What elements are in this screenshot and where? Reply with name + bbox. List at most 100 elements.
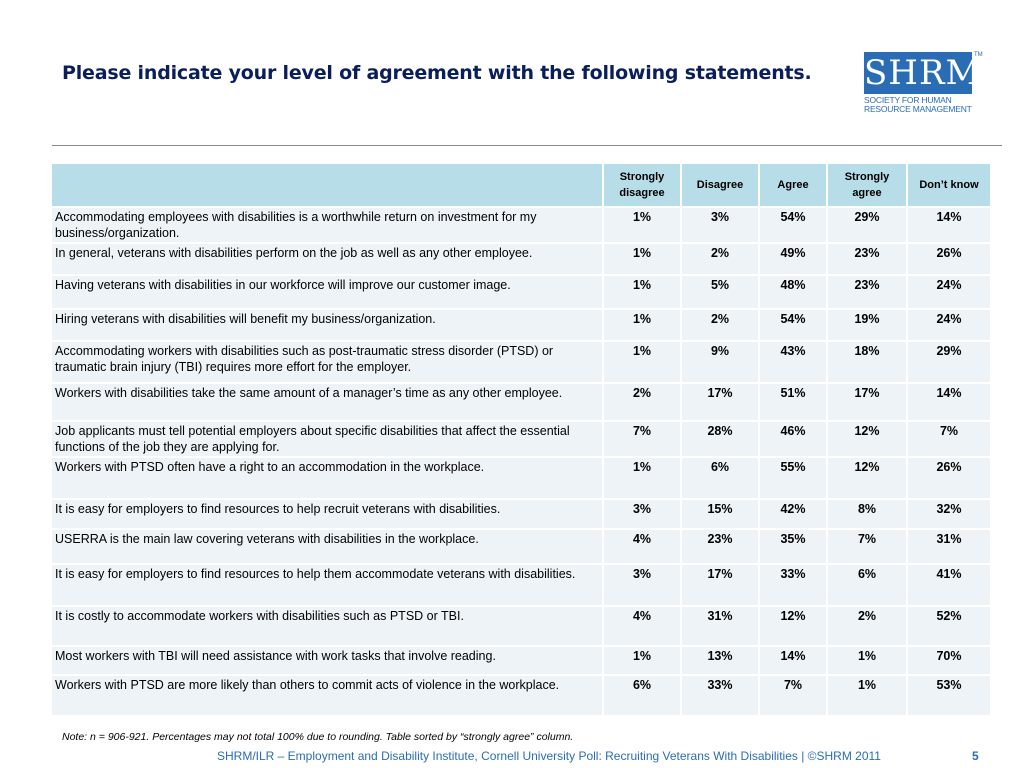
value-cell: 3% xyxy=(602,563,682,607)
table-row: It is costly to accommodate workers with… xyxy=(50,605,992,647)
value-cell: 41% xyxy=(906,563,992,607)
value-cell: 1% xyxy=(602,206,682,244)
value-cell: 24% xyxy=(906,274,992,310)
header-dont-know: Don’t know xyxy=(906,162,992,208)
title-divider xyxy=(52,145,1002,146)
value-cell: 23% xyxy=(826,274,908,310)
table-row: Most workers with TBI will need assistan… xyxy=(50,645,992,676)
value-cell: 1% xyxy=(602,645,682,676)
table-row: It is easy for employers to find resourc… xyxy=(50,498,992,530)
value-cell: 1% xyxy=(826,645,908,676)
value-cell: 55% xyxy=(758,456,828,500)
agreement-table: Strongly disagree Disagree Agree Strongl… xyxy=(50,162,992,717)
value-cell: 6% xyxy=(826,563,908,607)
value-cell: 33% xyxy=(758,563,828,607)
statement-cell: Workers with disabilities take the same … xyxy=(50,382,604,422)
header-disagree: Disagree xyxy=(680,162,760,208)
value-cell: 23% xyxy=(680,528,760,565)
table-row: Having veterans with disabilities in our… xyxy=(50,274,992,310)
value-cell: 14% xyxy=(758,645,828,676)
value-cell: 32% xyxy=(906,498,992,530)
value-cell: 2% xyxy=(680,242,760,276)
value-cell: 43% xyxy=(758,340,828,384)
table-row: In general, veterans with disabilities p… xyxy=(50,242,992,276)
value-cell: 9% xyxy=(680,340,760,384)
value-cell: 54% xyxy=(758,206,828,244)
value-cell: 2% xyxy=(826,605,908,647)
value-cell: 14% xyxy=(906,382,992,422)
value-cell: 13% xyxy=(680,645,760,676)
value-cell: 8% xyxy=(826,498,908,530)
value-cell: 1% xyxy=(602,340,682,384)
value-cell: 12% xyxy=(758,605,828,647)
statement-cell: Job applicants must tell potential emplo… xyxy=(50,420,604,458)
statement-cell: It is easy for employers to find resourc… xyxy=(50,498,604,530)
value-cell: 46% xyxy=(758,420,828,458)
statement-cell: In general, veterans with disabilities p… xyxy=(50,242,604,276)
value-cell: 1% xyxy=(602,456,682,500)
statement-cell: Accommodating workers with disabilities … xyxy=(50,340,604,384)
value-cell: 26% xyxy=(906,242,992,276)
value-cell: 3% xyxy=(680,206,760,244)
value-cell: 33% xyxy=(680,674,760,717)
value-cell: 53% xyxy=(906,674,992,717)
value-cell: 2% xyxy=(680,308,760,342)
table-row: Hiring veterans with disabilities will b… xyxy=(50,308,992,342)
statement-cell: Most workers with TBI will need assistan… xyxy=(50,645,604,676)
value-cell: 70% xyxy=(906,645,992,676)
table-row: Accommodating workers with disabilities … xyxy=(50,340,992,384)
value-cell: 12% xyxy=(826,420,908,458)
value-cell: 12% xyxy=(826,456,908,500)
statement-cell: Accommodating employees with disabilitie… xyxy=(50,206,604,244)
value-cell: 6% xyxy=(602,674,682,717)
value-cell: 18% xyxy=(826,340,908,384)
value-cell: 42% xyxy=(758,498,828,530)
value-cell: 7% xyxy=(758,674,828,717)
page-number: 5 xyxy=(972,749,979,763)
table-row: Workers with PTSD often have a right to … xyxy=(50,456,992,500)
header-statement xyxy=(50,162,604,208)
value-cell: 1% xyxy=(602,308,682,342)
statement-cell: Hiring veterans with disabilities will b… xyxy=(50,308,604,342)
table-body: Accommodating employees with disabilitie… xyxy=(50,206,992,717)
value-cell: 14% xyxy=(906,206,992,244)
value-cell: 4% xyxy=(602,605,682,647)
value-cell: 28% xyxy=(680,420,760,458)
value-cell: 31% xyxy=(680,605,760,647)
logo-sub-line-1: SOCIETY FOR HUMAN xyxy=(864,95,952,105)
value-cell: 3% xyxy=(602,498,682,530)
statement-cell: USERRA is the main law covering veterans… xyxy=(50,528,604,565)
value-cell: 7% xyxy=(602,420,682,458)
value-cell: 4% xyxy=(602,528,682,565)
value-cell: 17% xyxy=(680,563,760,607)
logo-trademark: TM xyxy=(974,52,983,58)
value-cell: 54% xyxy=(758,308,828,342)
statement-cell: It is easy for employers to find resourc… xyxy=(50,563,604,607)
footer-citation: SHRM/ILR – Employment and Disability Ins… xyxy=(217,749,881,763)
value-cell: 24% xyxy=(906,308,992,342)
value-cell: 7% xyxy=(906,420,992,458)
value-cell: 48% xyxy=(758,274,828,310)
value-cell: 29% xyxy=(826,206,908,244)
shrm-logo: SHRM TM SOCIETY FOR HUMAN RESOURCE MANAG… xyxy=(864,52,983,122)
value-cell: 15% xyxy=(680,498,760,530)
value-cell: 49% xyxy=(758,242,828,276)
value-cell: 26% xyxy=(906,456,992,500)
header-strongly-agree: Strongly agree xyxy=(826,162,908,208)
table-header-row: Strongly disagree Disagree Agree Strongl… xyxy=(50,162,992,208)
value-cell: 51% xyxy=(758,382,828,422)
value-cell: 1% xyxy=(602,242,682,276)
header-agree: Agree xyxy=(758,162,828,208)
statement-cell: It is costly to accommodate workers with… xyxy=(50,605,604,647)
value-cell: 1% xyxy=(602,274,682,310)
header-strongly-disagree: Strongly disagree xyxy=(602,162,682,208)
table-row: It is easy for employers to find resourc… xyxy=(50,563,992,607)
value-cell: 5% xyxy=(680,274,760,310)
value-cell: 52% xyxy=(906,605,992,647)
table-row: Workers with disabilities take the same … xyxy=(50,382,992,422)
statement-cell: Workers with PTSD are more likely than o… xyxy=(50,674,604,717)
value-cell: 17% xyxy=(680,382,760,422)
logo-mark: SHRM xyxy=(864,52,982,94)
statement-cell: Having veterans with disabilities in our… xyxy=(50,274,604,310)
value-cell: 7% xyxy=(826,528,908,565)
